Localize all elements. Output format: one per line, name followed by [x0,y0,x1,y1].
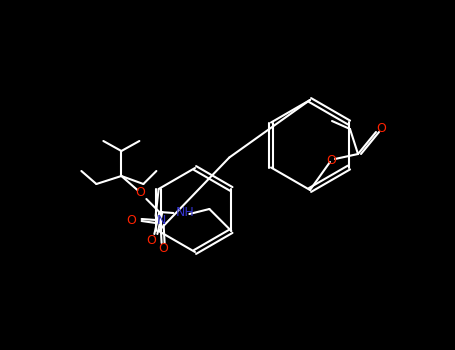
Text: O: O [159,243,168,256]
Text: O: O [126,214,136,226]
Text: N: N [157,215,167,228]
Text: O: O [136,187,145,199]
Text: NH: NH [176,205,195,218]
Text: O: O [326,154,336,168]
Text: O: O [376,122,386,135]
Text: O: O [147,234,157,247]
